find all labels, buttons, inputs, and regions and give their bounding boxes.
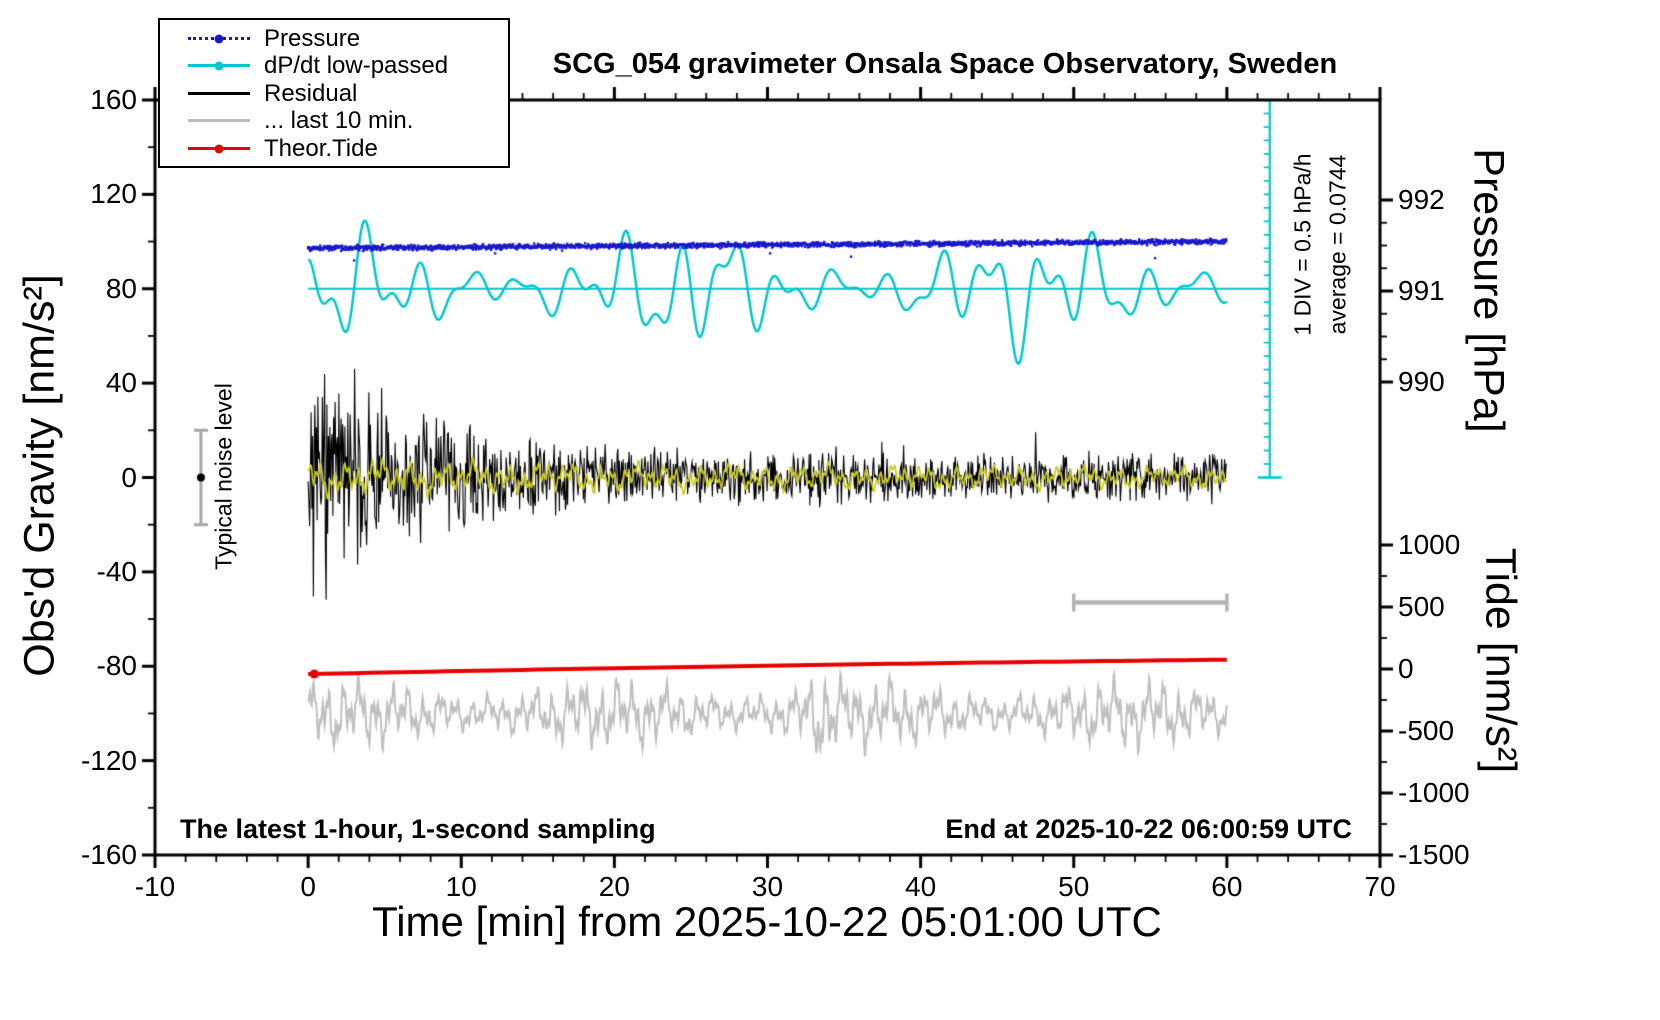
x-tick-label: 10: [445, 871, 477, 902]
tide-tick-label: 0: [1398, 653, 1414, 684]
legend-label-dpdt: dP/dt low-passed: [264, 52, 449, 80]
x-tick-label: 0: [300, 871, 316, 902]
legend: Pressure dP/dt low-passed Residual ... l…: [158, 18, 510, 168]
chart-title: SCG_054 gravimeter Onsala Space Observat…: [552, 48, 1338, 80]
pressure-axis-title: Pressure [hPa]: [1464, 148, 1513, 433]
pressure-tick-label: 992: [1398, 184, 1445, 215]
end-time-note: End at 2025-10-22 06:00:59 UTC: [945, 814, 1352, 844]
gravity-tick-label: 160: [90, 84, 137, 115]
legend-label-pressure: Pressure: [264, 24, 361, 52]
legend-label-residual: Residual: [264, 79, 358, 107]
noise-level-annotation: Typical noise level: [210, 383, 237, 570]
tide-tick-label: -1500: [1398, 839, 1470, 870]
residual-line-symbol: [188, 86, 250, 102]
last10min-line-symbol: [188, 113, 250, 129]
gravity-tick-label: -120: [80, 744, 137, 776]
legend-item-pressure: Pressure: [160, 25, 508, 53]
x-tick-label: 60: [1211, 871, 1243, 902]
x-tick-label: 40: [905, 871, 937, 902]
legend-item-residual: Residual: [160, 80, 508, 108]
legend-item-last10min: ... last 10 min.: [160, 107, 508, 136]
div-scale-annotation: 1 DIV = 0.5 hPa/h: [1289, 153, 1316, 336]
gravity-tick-label: -80: [96, 650, 137, 682]
dpdt-line-symbol: [188, 58, 250, 74]
gravity-tick-label: 80: [105, 272, 137, 304]
sampling-note: The latest 1-hour, 1-second sampling: [180, 814, 656, 844]
x-tick-label: 70: [1364, 871, 1396, 902]
legend-label-last10min: ... last 10 min.: [264, 107, 414, 135]
x-tick-label: 30: [751, 871, 784, 902]
theortide-line-symbol: [188, 141, 250, 157]
legend-item-theortide: Theor.Tide: [160, 135, 508, 163]
gravity-tick-label: 0: [121, 461, 137, 493]
gravity-tick-label: 120: [90, 178, 137, 210]
pressure-tick-label: 990: [1398, 366, 1445, 397]
gravity-axis-title: Obs'd Gravity [nm/s²]: [15, 274, 64, 677]
tide-tick-label: 500: [1398, 591, 1445, 622]
gravity-tick-label: 40: [105, 367, 137, 399]
pressure-line-symbol: [188, 31, 250, 47]
gravity-tick-label: -40: [96, 555, 137, 587]
x-tick-label: -10: [134, 871, 176, 902]
x-tick-label: 50: [1058, 871, 1090, 902]
time-axis-title: Time [min] from 2025-10-22 05:01:00 UTC: [372, 898, 1162, 945]
legend-label-theortide: Theor.Tide: [264, 134, 378, 162]
x-tick-label: 20: [598, 871, 630, 902]
gravity-tick-label: -160: [80, 839, 137, 870]
average-annotation: average = 0.0744: [1324, 154, 1351, 335]
tide-tick-label: 1000: [1398, 529, 1461, 560]
pressure-tick-label: 991: [1398, 275, 1445, 306]
legend-item-dpdt: dP/dt low-passed: [160, 52, 508, 81]
tide-axis-title: Tide [nm/s²]: [1476, 547, 1525, 774]
tide-tick-label: -500: [1398, 715, 1455, 746]
tide-tick-label: -1000: [1398, 777, 1470, 808]
